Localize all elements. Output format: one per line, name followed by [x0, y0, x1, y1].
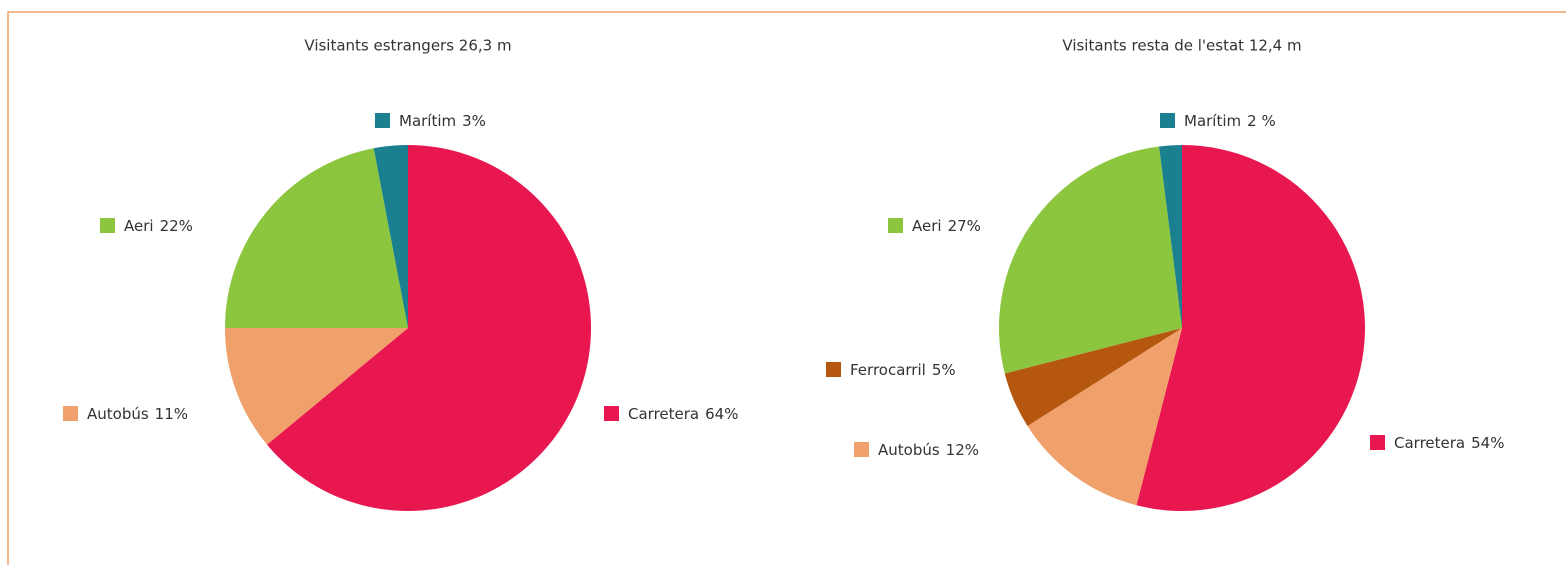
slice-label: Aeri 22%: [124, 217, 193, 235]
slice-value: 54%: [1471, 434, 1504, 452]
pie-slice: [1159, 145, 1182, 328]
legend-swatch: [100, 218, 115, 233]
chart-title: Visitants resta de l'estat 12,4 m: [1062, 37, 1301, 55]
slice-value: 11%: [155, 405, 188, 423]
slice-value: 64%: [705, 405, 738, 423]
legend-swatch: [854, 442, 869, 457]
pie-slice: [1027, 328, 1182, 506]
slice-label: Autobús 11%: [87, 405, 188, 423]
slice-value: 2 %: [1247, 112, 1276, 130]
legend-swatch: [63, 406, 78, 421]
slice-value: 27%: [948, 217, 981, 235]
slice-label: Marítim 2 %: [1184, 112, 1276, 130]
legend-swatch: [826, 362, 841, 377]
pie-slice: [225, 148, 408, 328]
legend-swatch: [604, 406, 619, 421]
slice-name: Autobús: [878, 441, 940, 459]
slice-name: Carretera: [1394, 434, 1465, 452]
slice-name: Carretera: [628, 405, 699, 423]
pie-slice: [999, 146, 1182, 374]
slice-value: 22%: [160, 217, 193, 235]
slice-name: Aeri: [912, 217, 942, 235]
slice-label: Autobús 12%: [878, 441, 979, 459]
slice-value: 3%: [462, 112, 486, 130]
pie-slice: [266, 145, 591, 512]
legend-swatch: [888, 218, 903, 233]
slice-label: Marítim 3%: [399, 112, 486, 130]
pie-slice: [1004, 328, 1182, 427]
slice-label: Carretera 54%: [1394, 434, 1504, 452]
legend-swatch: [1370, 435, 1385, 450]
slice-label: Ferrocarril 5%: [850, 361, 956, 379]
frame: [7, 11, 1566, 565]
slice-name: Marítim: [399, 112, 456, 130]
slice-name: Marítim: [1184, 112, 1241, 130]
pie-slice: [373, 145, 408, 328]
slice-name: Autobús: [87, 405, 149, 423]
legend-swatch: [375, 113, 390, 128]
slice-value: 5%: [932, 361, 956, 379]
slice-value: 12%: [946, 441, 979, 459]
pie-slice: [1136, 145, 1365, 511]
slice-label: Carretera 64%: [628, 405, 738, 423]
chart-title: Visitants estrangers 26,3 m: [304, 37, 511, 55]
legend-swatch: [1160, 113, 1175, 128]
slice-name: Ferrocarril: [850, 361, 926, 379]
slice-label: Aeri 27%: [912, 217, 981, 235]
slice-name: Aeri: [124, 217, 154, 235]
pie-slice: [225, 328, 408, 445]
